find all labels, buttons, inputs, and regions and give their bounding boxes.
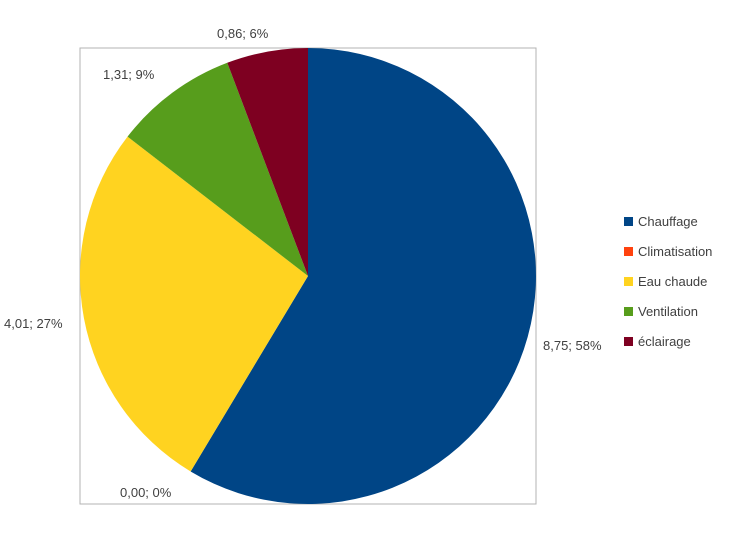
legend-label-ventilation: Ventilation xyxy=(638,303,698,319)
legend-item-eau-chaude: Eau chaude xyxy=(624,266,739,296)
legend-label-eclairage: éclairage xyxy=(638,333,691,349)
legend-item-chauffage: Chauffage xyxy=(624,206,739,236)
legend-swatch-climatisation xyxy=(624,246,633,256)
legend-label-climatisation: Climatisation xyxy=(638,243,713,259)
legend-item-climatisation: Climatisation xyxy=(624,236,739,266)
pie-slice-chauffage xyxy=(190,48,536,504)
pie-slices xyxy=(79,48,536,504)
data-labels: 8,75; 58% 0,00; 0% 4,01; 27% 1,31; 9% 0,86; … xyxy=(4,26,602,500)
pie-slice-eau-chaude xyxy=(79,136,308,472)
pie-slice-eclairage xyxy=(227,48,308,276)
legend-item-eclairage: éclairage xyxy=(624,326,739,356)
legend-item-ventilation: Ventilation xyxy=(624,296,739,326)
data-label-climatisation: 0,00; 0% xyxy=(120,485,172,500)
data-label-eau-chaude: 4,01; 27% xyxy=(4,316,63,331)
legend-swatch-eau-chaude xyxy=(624,276,633,286)
data-label-eclairage: 0,86; 6% xyxy=(217,26,269,41)
data-label-chauffage: 8,75; 58% xyxy=(543,338,602,353)
legend-swatch-chauffage xyxy=(624,216,633,226)
legend: Chauffage Climatisation Eau chaude Ventilat… xyxy=(624,206,739,356)
legend-label-chauffage: Chauffage xyxy=(638,213,698,229)
legend-swatch-eclairage xyxy=(624,336,633,346)
legend-label-eau-chaude: Eau chaude xyxy=(638,273,708,289)
legend-swatch-ventilation xyxy=(624,306,633,316)
pie-slice-ventilation xyxy=(127,62,308,276)
data-label-ventilation: 1,31; 9% xyxy=(103,67,155,82)
